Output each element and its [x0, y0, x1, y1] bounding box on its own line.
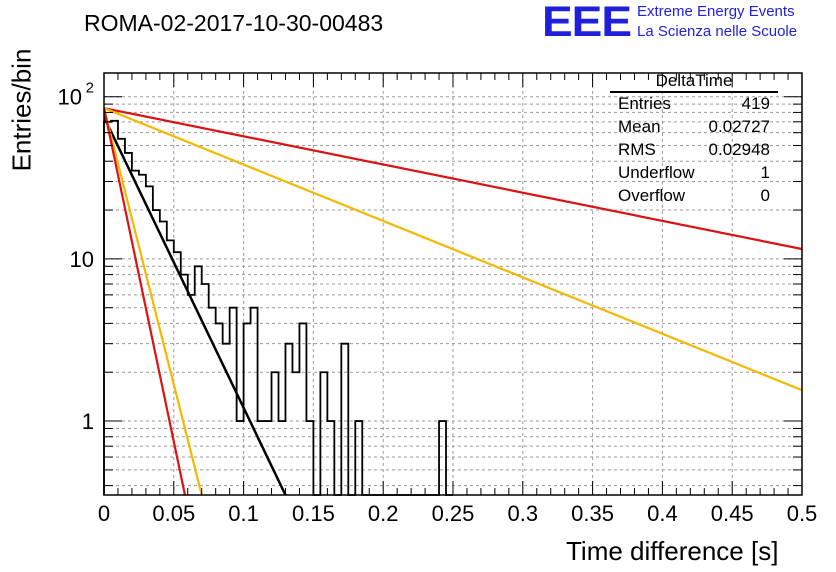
- x-tick-label: 0.2: [368, 501, 399, 526]
- stats-divider: [610, 91, 778, 93]
- stats-key: RMS: [618, 140, 656, 159]
- stats-key: Entries: [618, 94, 671, 113]
- x-tick-label: 0.35: [571, 501, 614, 526]
- y-tick-label: 10: [70, 247, 94, 272]
- x-tick-label: 0: [98, 501, 110, 526]
- eee-logo: EEE: [542, 0, 632, 46]
- stats-value: 1: [760, 163, 770, 182]
- fit-curve-2: [104, 107, 802, 251]
- fit-curve-3: [104, 107, 802, 392]
- y-axis-label: Entries/bin: [6, 48, 37, 172]
- x-tick-label: 0.5: [787, 501, 818, 526]
- y-tick-label-exponent: 2: [86, 80, 94, 97]
- x-tick-label: 0.05: [152, 501, 195, 526]
- x-tick-label: 0.15: [292, 501, 335, 526]
- stats-key: Mean: [618, 117, 661, 136]
- x-axis-label: Time difference [s]: [566, 536, 779, 566]
- x-tick-label: 0.3: [508, 501, 539, 526]
- stats-value: 0.02948: [708, 140, 770, 159]
- y-tick-label: 10: [58, 85, 82, 110]
- y-tick-label: 1: [82, 409, 94, 434]
- x-tick-label: 0.1: [228, 501, 259, 526]
- x-tick-label: 0.4: [647, 501, 678, 526]
- fit-curve-1: [104, 116, 287, 495]
- stats-box: DeltaTime Entries 419 Mean 0.02727 RMS 0…: [610, 68, 778, 206]
- stats-value: 419: [741, 94, 770, 113]
- logo-subtitle-2: La Scienza nelle Scuole: [637, 23, 798, 40]
- x-tick-label: 0.45: [711, 501, 754, 526]
- x-tick-label: 0.25: [432, 501, 475, 526]
- fit-curve-4: [104, 107, 203, 495]
- stats-key: Underflow: [618, 163, 695, 182]
- fit-curve-5: [104, 107, 187, 495]
- logo-subtitle-1: Extreme Energy Events: [637, 3, 795, 20]
- stats-value: 0: [760, 186, 770, 205]
- run-title: ROMA-02-2017-10-30-00483: [84, 10, 384, 36]
- stats-title: DeltaTime: [655, 71, 733, 90]
- stats-key: Overflow: [618, 186, 686, 205]
- stats-value: 0.02727: [708, 117, 770, 136]
